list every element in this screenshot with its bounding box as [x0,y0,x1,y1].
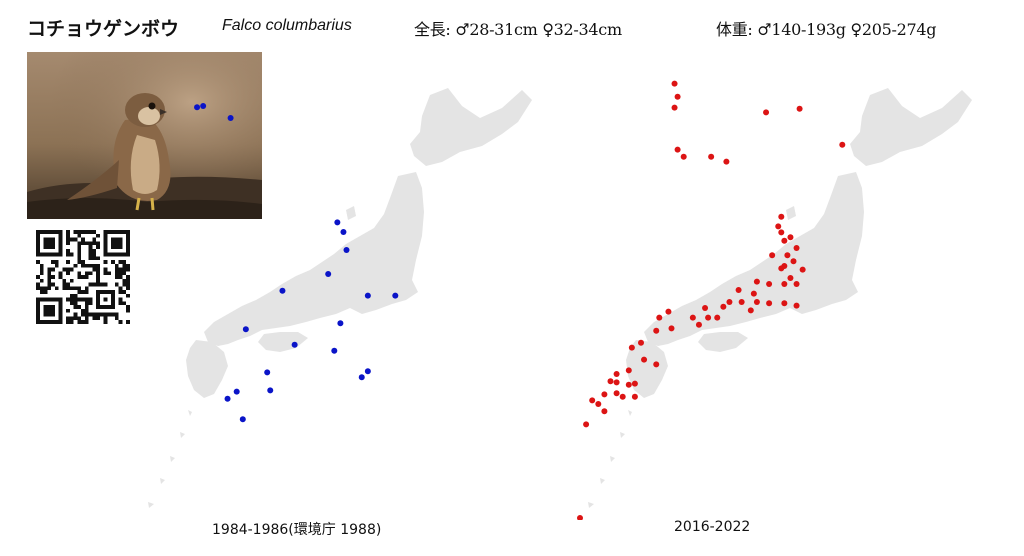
sighting-dot [364,368,371,375]
sighting-dot [781,300,788,307]
sighting-dot [200,103,207,109]
distribution-map-1984-1986 [130,60,570,520]
sighting-dot [613,390,620,397]
sighting-dot [279,287,286,294]
sighting-dot [793,302,800,309]
sighting-dot [331,347,338,354]
sighting-dot [695,321,702,328]
sighting-dot [239,416,246,423]
sighting-dot [747,307,754,314]
sighting-dot [625,381,632,388]
sighting-dot [750,290,757,297]
sighting-dot [781,237,788,244]
sighting-dot [671,80,678,87]
sighting-dot [775,223,782,230]
sighting-dot [766,300,773,307]
sighting-dot [766,281,773,287]
sighting-dot [227,115,234,121]
species-name-jp: コチョウゲンボウ [27,18,180,40]
sighting-dot [224,395,231,402]
sighting-dot [708,153,715,160]
sighting-dot [702,305,709,311]
body-weight-info: 体重: ♂140-193g ♀205-274g [716,20,937,39]
sighting-dot [753,299,760,305]
qr-code[interactable] [36,230,130,324]
sighting-dot [607,378,614,385]
sighting-dot [778,213,785,220]
sighting-dot [793,281,800,287]
sighting-dot [665,308,672,315]
species-scientific-name: Falco columbarius [222,17,352,34]
sighting-dot [613,379,620,386]
sighting-dot [631,393,638,400]
sighting-dot [793,245,800,251]
sighting-dot [784,252,791,259]
sighting-dot [340,229,347,235]
sighting-dot [753,278,760,285]
sighting-dot [628,344,635,351]
sighting-dot [264,369,271,376]
merlin-bird-photo [27,52,262,219]
sighting-dot [790,258,797,265]
sighting-dot [796,105,803,112]
body-length-info: 全長: ♂28-31cm ♀32-34cm [414,20,622,39]
sighting-dot [735,287,742,293]
sighting-dot [763,109,770,116]
sighting-dot [653,361,660,368]
sighting-dot [723,158,730,165]
sighting-dot [674,146,681,153]
sighting-dot [714,314,721,321]
sighting-dot [799,266,806,273]
sighting-dot [631,380,638,387]
sighting-dot [839,141,846,148]
sighting-dot [358,374,365,381]
sighting-dot [613,371,620,377]
sighting-dot [625,367,632,374]
sighting-dot [233,388,240,395]
sighting-dot [769,252,776,259]
sighting-dot [778,229,785,236]
sighting-dot [738,299,745,305]
distribution-map-2016-2022 [570,60,1010,521]
sighting-dot [364,292,371,299]
sighting-dot [267,387,274,394]
sighting-dot [680,153,687,160]
sighting-dot [781,281,788,287]
sighting-dot [656,314,663,321]
sighting-dot [325,271,332,277]
map-caption-1984-1986: 1984-1986(環境庁 1988) [212,522,382,538]
sighting-dot [577,515,583,521]
sighting-dot [601,391,608,398]
sighting-dot [291,341,298,348]
japan-outline [148,88,532,508]
sighting-dot [778,265,785,272]
sighting-dot [242,326,249,333]
sighting-dot [583,421,590,428]
sighting-dot [720,303,727,310]
sighting-dot [689,314,696,321]
sighting-dot [392,292,399,299]
sighting-dot [343,247,350,253]
sighting-dot [334,219,341,226]
sighting-dot [619,393,626,400]
sighting-dot [337,320,344,327]
sighting-dot [194,104,201,111]
sighting-dot [589,397,596,404]
sighting-dot [787,275,794,281]
sighting-dot [595,401,602,407]
map-caption-2016-2022: 2016-2022 [674,519,751,535]
sighting-dot [674,93,681,100]
sighting-dot [638,339,644,346]
sighting-dot [726,299,733,305]
sighting-dot [601,408,608,415]
japan-outline [588,88,972,508]
sighting-dot [653,327,660,334]
sighting-dot [705,314,712,321]
sighting-dot [671,104,678,111]
sighting-dot [668,325,675,332]
sighting-dot [787,234,794,241]
sighting-dot [641,356,648,363]
